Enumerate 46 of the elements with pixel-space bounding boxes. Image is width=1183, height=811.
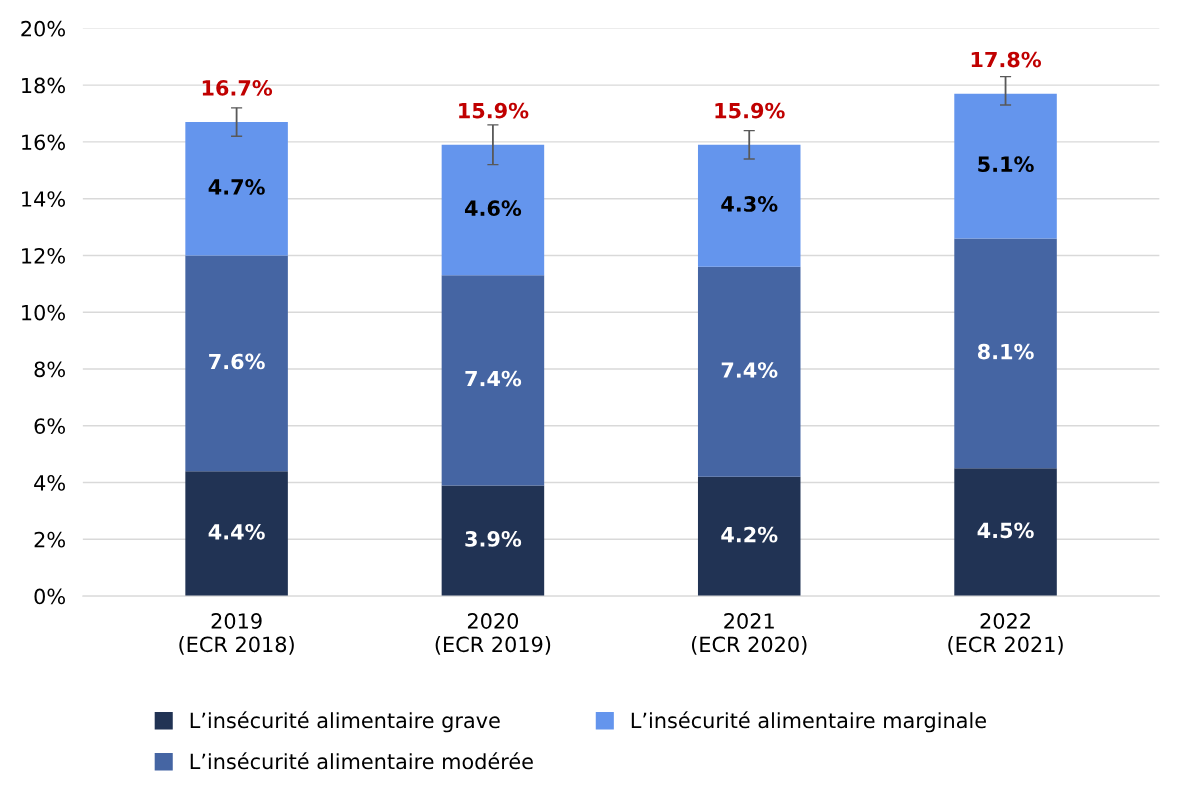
data-label: 4.4% [208, 523, 265, 540]
x-tick-label: 2019 (ECR 2018) [179, 613, 294, 655]
bar [441, 275, 545, 486]
y-tick-label: 4% [34, 475, 65, 491]
bar [441, 485, 545, 597]
x-tick-label: 2020 (ECR 2019) [435, 613, 551, 655]
bar [954, 238, 1057, 469]
total-label: 17.8% [971, 51, 1042, 68]
legend-label: L’insécurité alimentaire modérée [190, 752, 533, 770]
bar [954, 468, 1057, 597]
y-tick-label: 2% [34, 531, 65, 548]
total-label: 15.9% [459, 102, 529, 119]
bar [185, 122, 288, 256]
bar [697, 476, 801, 597]
data-label: 4.3% [721, 196, 778, 212]
data-label: 3.9% [465, 531, 522, 547]
y-tick-label: 10% [22, 304, 65, 321]
y-tick-label: 20% [21, 20, 65, 37]
x-tick-label: 2021 (ECR 2020) [691, 613, 807, 655]
legend-label: L’insécurité alimentaire marginale [631, 711, 986, 733]
data-label: 7.6% [209, 353, 265, 370]
data-label: 7.4% [465, 370, 522, 387]
data-label: 4.5% [977, 522, 1034, 539]
y-tick-label: 8% [34, 361, 65, 378]
y-tick-label: 12% [22, 247, 65, 264]
legend-label: L’insécurité alimentaire grave [190, 711, 500, 733]
y-tick-label: 6% [34, 418, 65, 434]
total-label: 16.7% [202, 80, 273, 96]
y-tick-label: 14% [22, 191, 65, 207]
data-label: 8.1% [977, 343, 1034, 360]
bar [185, 471, 288, 597]
bar [441, 144, 545, 276]
bar [185, 255, 288, 472]
data-label: 4.6% [464, 200, 522, 217]
data-label: 4.7% [208, 179, 265, 195]
data-label: 4.2% [721, 526, 778, 543]
bar [697, 144, 801, 267]
total-label: 15.9% [715, 102, 785, 119]
y-tick-label: 18% [22, 77, 65, 94]
bar [697, 266, 801, 477]
x-tick-label: 2022 (ECR 2021) [948, 613, 1063, 655]
data-label: 7.4% [721, 362, 778, 378]
y-tick-label: 0% [34, 588, 65, 605]
y-tick-label: 16% [22, 134, 65, 151]
data-label: 5.1% [978, 156, 1034, 173]
bar [954, 93, 1057, 239]
